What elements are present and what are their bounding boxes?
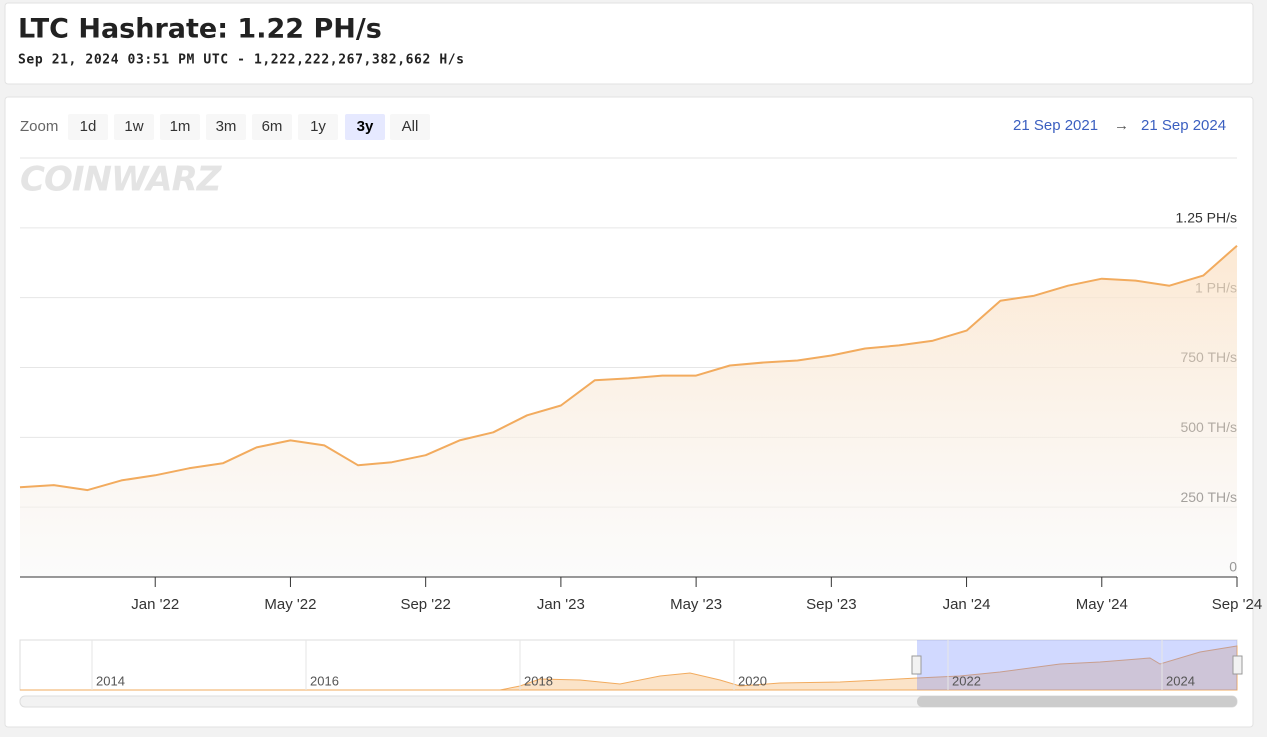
navigator-label: 2018 xyxy=(524,673,553,688)
navigator-handle[interactable] xyxy=(911,655,922,675)
zoom-button-label[interactable]: All xyxy=(402,118,419,135)
zoom-label: Zoom xyxy=(20,118,58,135)
navigator-mask[interactable] xyxy=(917,640,1237,690)
x-tick-label: Sep '23 xyxy=(806,596,856,613)
zoom-button[interactable] xyxy=(345,114,385,140)
x-tick-label: Sep '22 xyxy=(400,596,450,613)
x-tick-label: Sep '24 xyxy=(1212,596,1262,613)
zoom-button[interactable] xyxy=(68,114,108,140)
navigator-label: 2022 xyxy=(952,673,981,688)
line xyxy=(19,244,1238,492)
zoom-button-label[interactable]: 1m xyxy=(170,118,191,135)
navigator-label: 2020 xyxy=(738,673,767,688)
x-tick-label: May '22 xyxy=(264,596,316,613)
navigator-series xyxy=(20,645,1238,691)
zoom-button-label[interactable]: 1y xyxy=(310,118,326,135)
watermark: COINWARZ xyxy=(20,160,223,200)
range-arrow: → xyxy=(1114,117,1129,134)
subtitle: Sep 21, 2024 03:51 PM UTC - 1,222,222,26… xyxy=(18,53,465,68)
range-to: 21 Sep 2024 xyxy=(1141,117,1226,134)
zoom-button[interactable] xyxy=(160,114,200,140)
title: LTC Hashrate: 1.22 PH/s xyxy=(18,14,382,45)
x-tick-label: Jan '23 xyxy=(537,596,585,613)
navigator-label: 2024 xyxy=(1166,673,1195,688)
zoom-button[interactable] xyxy=(252,114,292,140)
zoom-button[interactable] xyxy=(114,114,154,140)
navigator-label: 2016 xyxy=(310,673,339,688)
zoom-button-label[interactable]: 1w xyxy=(124,118,143,135)
x-tick-label: May '24 xyxy=(1076,596,1128,613)
header-card xyxy=(4,2,1254,85)
range-from: 21 Sep 2021 xyxy=(1013,117,1098,134)
zoom-button-label[interactable]: 3m xyxy=(216,118,237,135)
x-tick-label: Jan '22 xyxy=(131,596,179,613)
area xyxy=(20,245,1237,577)
navigator-label: 2014 xyxy=(96,673,125,688)
zoom-button[interactable] xyxy=(298,114,338,140)
zoom-button-label[interactable]: 6m xyxy=(262,118,283,135)
zoom-button-label[interactable]: 3y xyxy=(357,118,374,135)
x-tick-label: Jan '24 xyxy=(943,596,991,613)
zoom-button-label[interactable]: 1d xyxy=(80,118,97,135)
x-tick-label: May '23 xyxy=(670,596,722,613)
zoom-button[interactable] xyxy=(390,114,430,140)
scrollbar-thumb[interactable] xyxy=(917,696,1237,707)
zoom-button[interactable] xyxy=(206,114,246,140)
y-tick-label: 1.25 PH/s xyxy=(1176,210,1237,226)
navigator-handle[interactable] xyxy=(1232,655,1243,675)
